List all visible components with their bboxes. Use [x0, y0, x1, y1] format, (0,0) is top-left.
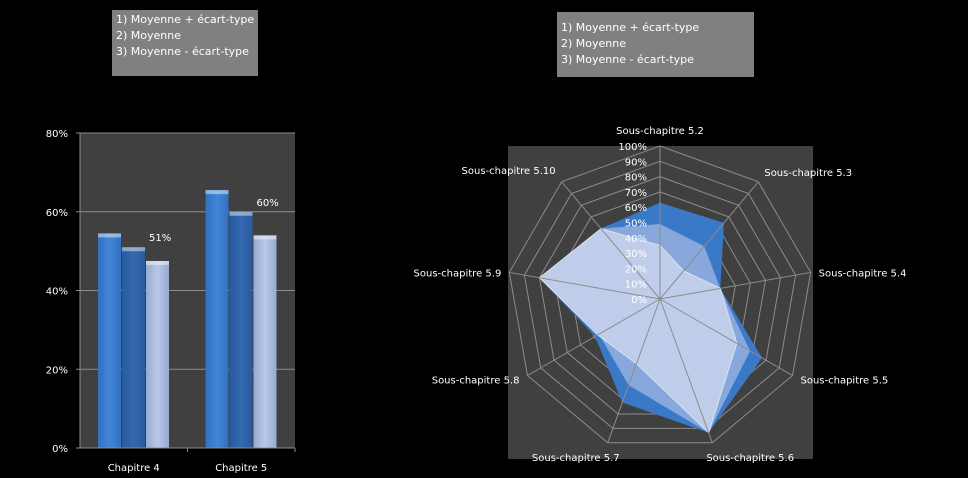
radar-tick-label: 90%: [625, 157, 647, 168]
bar-top: [253, 235, 277, 240]
bar: [146, 260, 169, 448]
bar-top: [205, 190, 229, 195]
y-tick-label: 20%: [46, 365, 68, 376]
bar: [229, 211, 253, 448]
y-tick-label: 40%: [46, 287, 68, 298]
legend-item: 3) Moyenne - écart-type: [561, 53, 694, 66]
radar-axis-label: Sous-chapitre 5.10: [462, 166, 556, 177]
bar: [98, 233, 121, 448]
radar-axis-label: Sous-chapitre 5.4: [819, 268, 907, 279]
radar-spoke: [659, 298, 793, 376]
radar-tick-label: 20%: [625, 264, 647, 275]
bar-top: [229, 211, 253, 216]
radar-spoke: [659, 181, 759, 300]
legend-item: 1) Moyenne + écart-type: [116, 13, 255, 26]
bar: [122, 247, 145, 448]
legend-right: 1) Moyenne + écart-type 2) Moyenne 3) Mo…: [557, 12, 754, 77]
radar-spoke: [607, 298, 661, 443]
x-tick-label: Chapitre 5: [215, 463, 267, 474]
radar-spoke: [659, 298, 713, 443]
radar-grid-ring: [508, 145, 812, 444]
data-label: 51%: [149, 233, 171, 244]
bar: [253, 235, 277, 448]
radar-tick-label: 100%: [618, 142, 647, 153]
radar-grid-ring: [523, 160, 797, 429]
x-tick-label: Chapitre 4: [108, 463, 160, 474]
legend-item: 2) Moyenne: [116, 29, 181, 42]
radar-tick-label: 60%: [625, 203, 647, 214]
radar-axis-label: Sous-chapitre 5.5: [801, 376, 889, 387]
radar-series-3: [538, 228, 738, 434]
radar-axis-label: Sous-chapitre 5.8: [432, 376, 520, 387]
bar-top: [98, 233, 121, 238]
bar: [205, 190, 229, 448]
radar-tick-label: 30%: [625, 249, 647, 260]
radar-axis-label: Sous-chapitre 5.9: [414, 268, 502, 279]
radar-spoke: [527, 298, 661, 376]
y-tick-label: 60%: [46, 208, 68, 219]
radar-spoke: [561, 181, 661, 300]
legend-item: 1) Moyenne + écart-type: [561, 21, 700, 34]
radar-spoke: [509, 271, 661, 300]
radar-tick-label: 70%: [625, 188, 647, 199]
radar-axis-label: Sous-chapitre 5.3: [764, 168, 852, 179]
radar-axis-label: Sous-chapitre 5.2: [616, 126, 704, 137]
radar-tick-label: 0%: [631, 295, 647, 306]
radar-tick-label: 10%: [625, 280, 647, 291]
legend-item: 2) Moyenne: [561, 37, 626, 50]
y-tick-label: 80%: [46, 129, 68, 140]
y-tick-label: 0%: [52, 444, 68, 455]
radar-spoke: [659, 271, 811, 300]
legend-left: 1) Moyenne + écart-type 2) Moyenne 3) Mo…: [112, 10, 258, 76]
radar-axis-label: Sous-chapitre 5.7: [532, 453, 620, 464]
data-label: 60%: [257, 198, 279, 209]
bar-top: [146, 260, 169, 265]
radar-axis-label: Sous-chapitre 5.6: [706, 453, 794, 464]
radar-tick-label: 50%: [625, 219, 647, 230]
bar-top: [122, 247, 145, 252]
radar-tick-label: 80%: [625, 173, 647, 184]
legend-item: 3) Moyenne - écart-type: [116, 45, 249, 58]
radar-tick-label: 40%: [625, 234, 647, 245]
